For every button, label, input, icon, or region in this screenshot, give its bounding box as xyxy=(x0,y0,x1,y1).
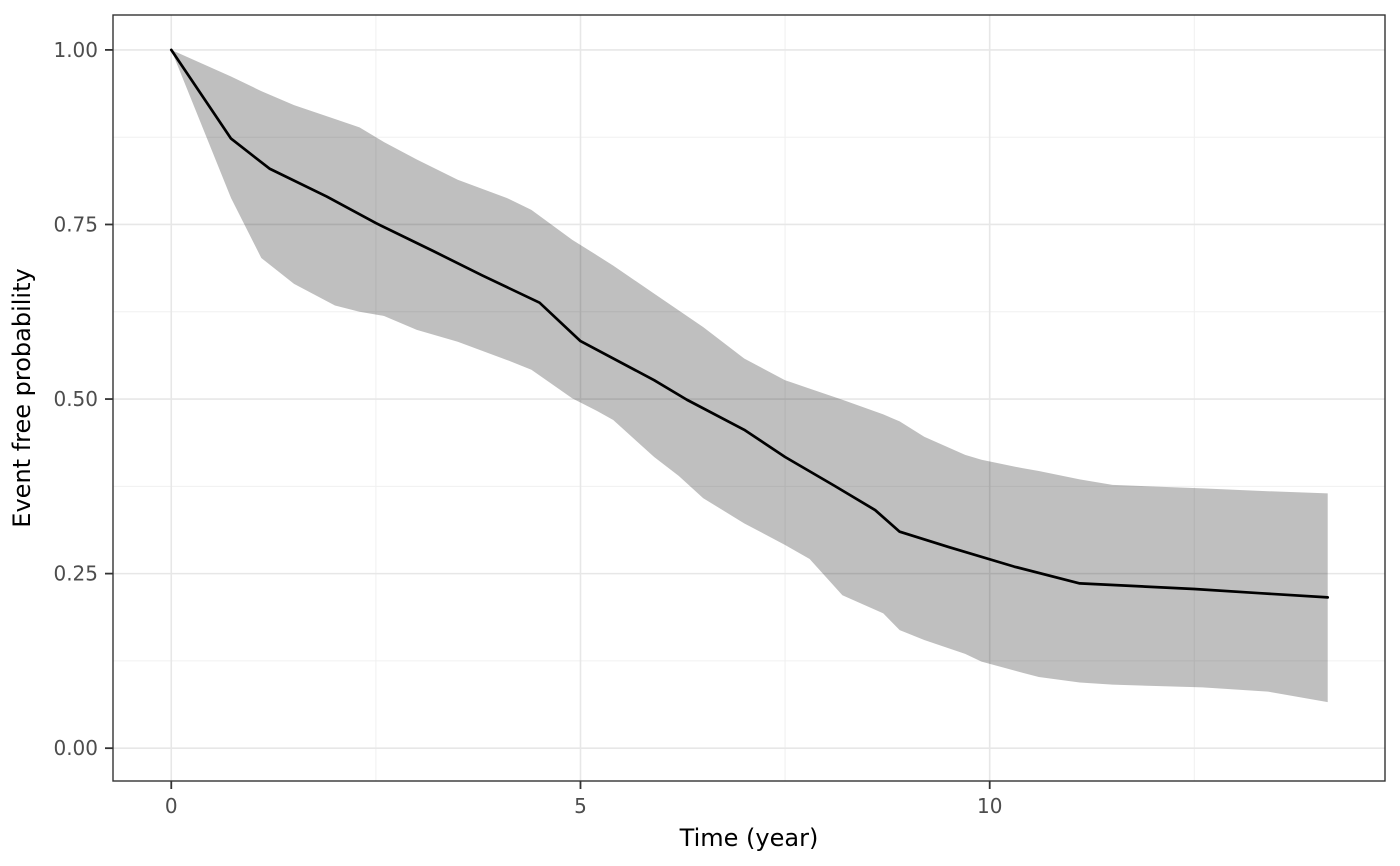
axis-tick-marks xyxy=(105,49,991,789)
x-axis-tick-label: 10 xyxy=(977,794,1002,818)
x-axis-tick-label: 0 xyxy=(165,794,178,818)
y-axis-tick-label: 0.50 xyxy=(53,387,98,411)
axis-tick-labels: 0 5 10 0.00 0.25 0.50 0.75 1.00 xyxy=(53,38,1002,818)
minor-gridlines xyxy=(113,15,1385,781)
y-axis-tick-label: 1.00 xyxy=(53,38,98,62)
y-axis-tick-label: 0.25 xyxy=(53,562,98,586)
major-gridlines xyxy=(113,15,1385,781)
plot-panel xyxy=(113,15,1385,781)
event-free-probability-estimate xyxy=(169,48,1330,599)
x-axis-tick-label: 5 xyxy=(574,794,587,818)
confidence-interval-ribbon xyxy=(171,49,1328,703)
y-axis-tick-label: 0.00 xyxy=(53,736,98,760)
y-axis-title: Event free probability xyxy=(8,268,36,527)
confidence-band-layer xyxy=(171,49,1328,703)
y-axis-tick-label: 0.75 xyxy=(53,212,98,236)
x-axis-title: Time (year) xyxy=(679,824,819,852)
survival-curve-layer xyxy=(169,48,1330,599)
panel-border xyxy=(112,14,1386,782)
